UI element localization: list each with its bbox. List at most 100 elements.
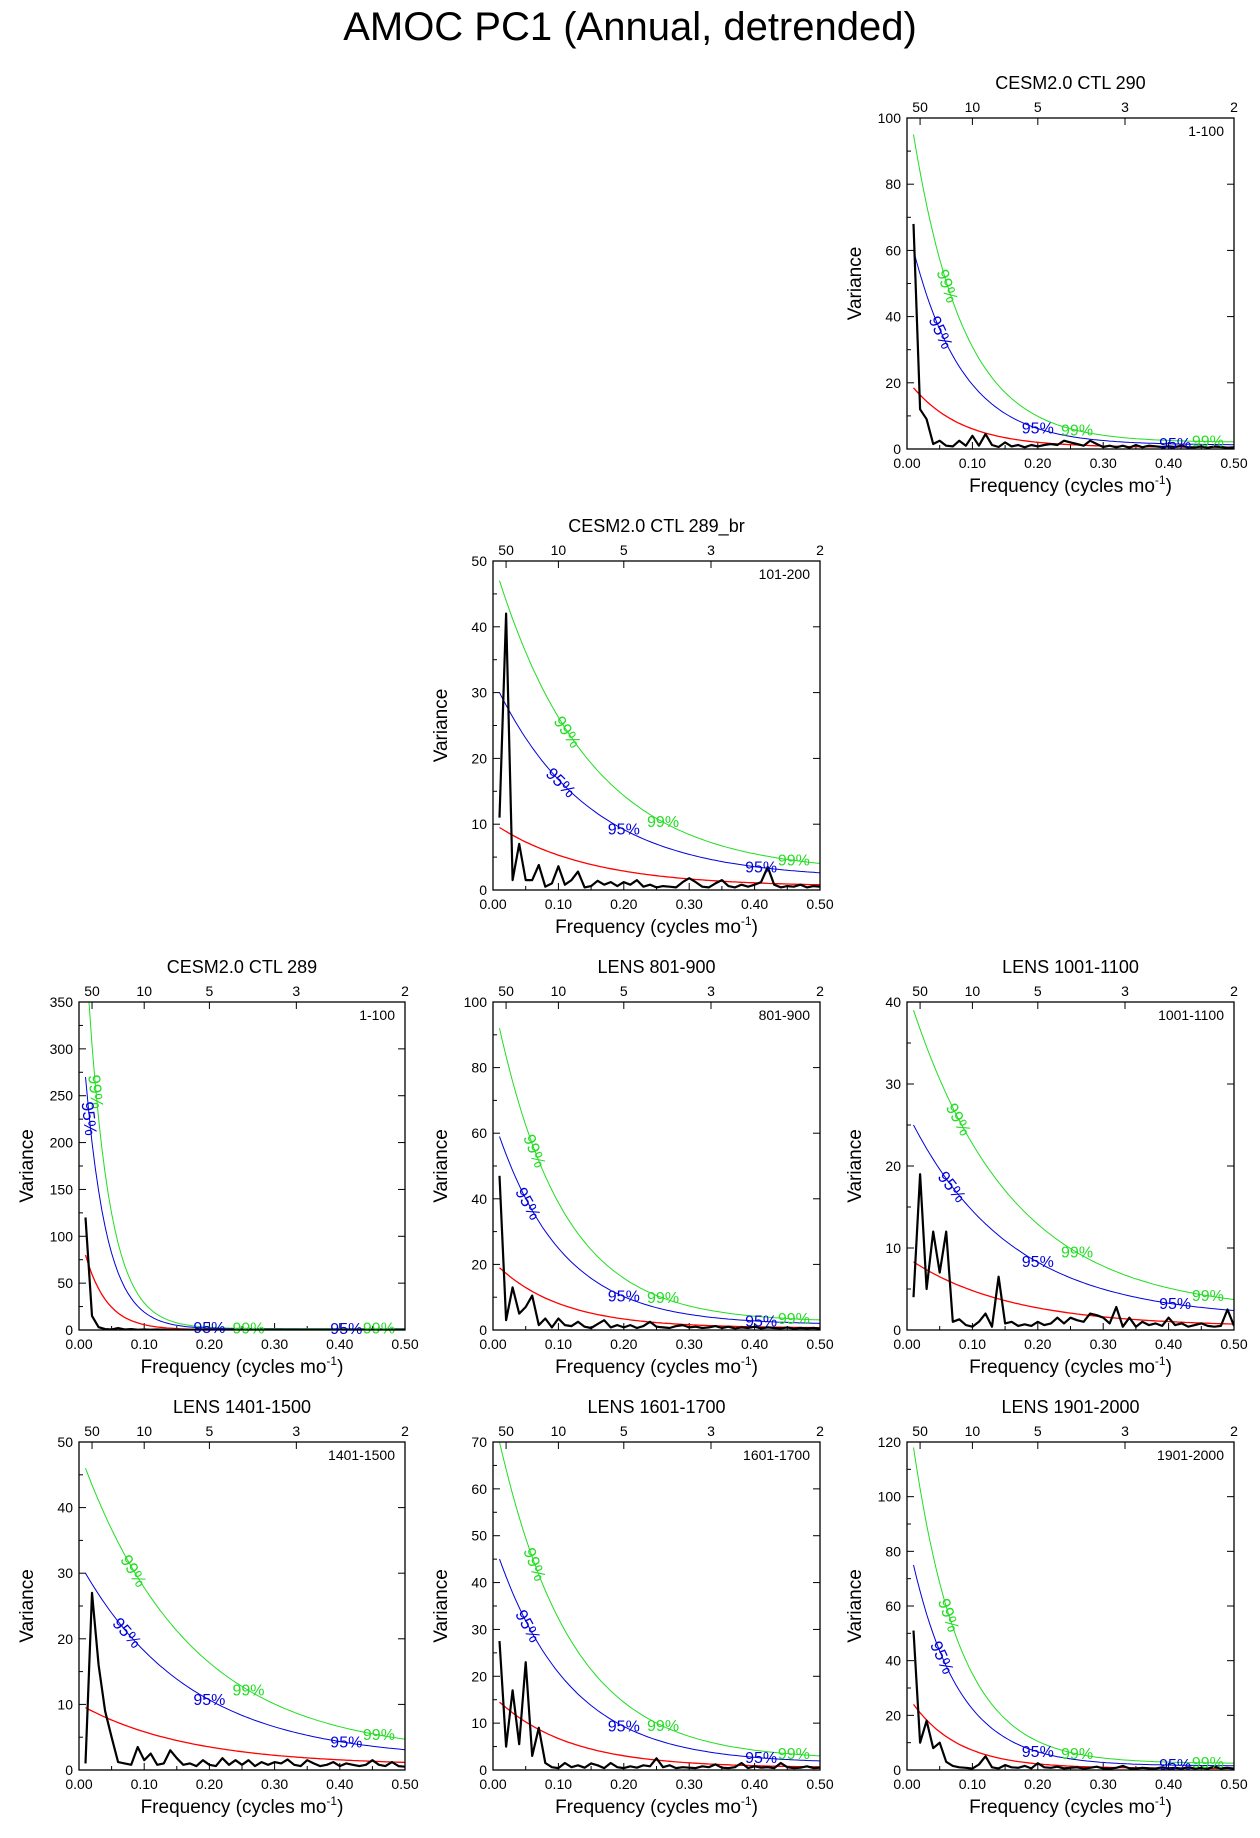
- period-label: 1-100: [359, 1007, 395, 1023]
- x-tick-label: 0.50: [806, 1776, 833, 1792]
- y-tick-label: 40: [471, 1575, 487, 1591]
- ci99-label-far: 99%: [1192, 1288, 1224, 1305]
- plot-frame: [492, 1441, 821, 1771]
- panel-title: LENS 1401-1500: [173, 1397, 311, 1417]
- top-tick-label: 5: [620, 983, 628, 999]
- y-tick-label: 100: [878, 110, 902, 126]
- panel-title: LENS 801-900: [597, 957, 715, 977]
- ci99-label-mid: 99%: [647, 1718, 679, 1735]
- y-tick-label: 60: [885, 242, 901, 258]
- y-tick-label: 40: [471, 1191, 487, 1207]
- ci99-label: 99%: [933, 267, 962, 305]
- top-tick-label: 5: [1034, 99, 1042, 115]
- y-tick-label: 0: [65, 1762, 73, 1778]
- y-tick-label: 80: [471, 1060, 487, 1076]
- x-axis-label-main: Frequency (cycles mo: [555, 917, 741, 938]
- x-tick-label: 0.20: [196, 1776, 223, 1792]
- y-axis-label: Variance: [431, 1129, 452, 1203]
- ci99-curve: [913, 134, 1234, 443]
- ci99-curve: [499, 1442, 820, 1757]
- top-tick-label: 50: [912, 983, 928, 999]
- ci99-label-mid: 99%: [233, 1682, 265, 1699]
- top-tick-label: 50: [84, 1423, 100, 1439]
- x-tick-label: 0.00: [893, 1776, 920, 1792]
- y-axis-label: Variance: [845, 247, 866, 321]
- spectrum-line: [912, 1173, 1234, 1328]
- x-tick-label: 0.50: [806, 896, 833, 912]
- plot-frame: [78, 1441, 406, 1771]
- x-tick-label: 0.30: [676, 896, 703, 912]
- y-tick-label: 0: [65, 1322, 73, 1338]
- y-tick-label: 50: [471, 1528, 487, 1544]
- y-tick-label: 20: [885, 1707, 901, 1723]
- curves: [498, 580, 820, 889]
- x-tick-label: 0.40: [741, 1776, 768, 1792]
- x-tick-label: 0.10: [959, 1776, 986, 1792]
- x-tick-label: 0.00: [65, 1776, 92, 1792]
- top-tick-label: 10: [965, 983, 981, 999]
- plot-frame: [906, 1001, 1235, 1331]
- panel-title: CESM2.0 CTL 289_br: [568, 516, 744, 537]
- y-tick-label: 20: [57, 1631, 73, 1647]
- x-tick-label: 0.40: [741, 896, 768, 912]
- spectrum-panel-6: LENS 1401-1500 1401-1500 0 10 20 30 40 50 0.00 0.…: [17, 1397, 419, 1818]
- x-axis-label-end: ): [1166, 1357, 1172, 1378]
- x-axis-label: Frequency (cycles mo-1): [969, 473, 1172, 497]
- ci95-label-far: 95%: [1159, 436, 1191, 453]
- y-tick-label: 30: [57, 1565, 73, 1581]
- y-tick-label: 40: [57, 1500, 73, 1516]
- ci99-label: 99%: [519, 1545, 549, 1584]
- y-tick-label: 10: [885, 1240, 901, 1256]
- ci95-label-mid: 95%: [608, 1718, 640, 1735]
- x-axis-label: Frequency (cycles mo-1): [141, 1354, 344, 1378]
- y-tick-label: 100: [878, 1489, 902, 1505]
- top-tick-label: 2: [1230, 99, 1238, 115]
- spectrum-panel-7: LENS 1601-1700 1601-1700 0 10 20 30 40 50 60 70 0.…: [431, 1397, 834, 1818]
- y-tick-label: 50: [57, 1434, 73, 1450]
- x-axis-label-main: Frequency (cycles mo: [141, 1357, 327, 1378]
- top-tick-label: 50: [84, 983, 100, 999]
- ci99-curve: [85, 1468, 405, 1740]
- x-tick-label: 0.10: [545, 896, 572, 912]
- ci95-curve: [85, 1572, 405, 1751]
- spectrum-line: [912, 1630, 1234, 1770]
- top-tick-label: 50: [498, 983, 514, 999]
- top-tick-label: 2: [401, 1423, 409, 1439]
- panel-title: LENS 1901-2000: [1001, 1397, 1139, 1417]
- y-tick-label: 60: [471, 1125, 487, 1141]
- x-axis-label-main: Frequency (cycles mo: [555, 1357, 741, 1378]
- y-tick-label: 300: [50, 1041, 74, 1057]
- ci95-curve: [913, 250, 1234, 446]
- ci95-label: 95%: [926, 1638, 958, 1677]
- top-tick-label: 3: [707, 542, 715, 558]
- ci99-label-mid: 99%: [647, 814, 679, 831]
- ci99-label-far: 99%: [778, 852, 810, 869]
- y-axis-label: Variance: [845, 1569, 866, 1643]
- x-tick-label: 0.20: [610, 1776, 637, 1792]
- period-label: 1401-1500: [328, 1447, 395, 1463]
- ci95-label-far: 95%: [1159, 1296, 1191, 1313]
- x-tick-label: 0.10: [545, 1776, 572, 1792]
- spectrum-line: [498, 1641, 820, 1770]
- top-tick-label: 50: [912, 1423, 928, 1439]
- spectrum-panel-8: LENS 1901-2000 1901-2000 0 20 40 60 80 100 120 0.…: [845, 1397, 1248, 1818]
- x-tick-label: 0.40: [326, 1336, 353, 1352]
- red-noise-curve: [85, 1707, 405, 1764]
- ci95-label-mid: 95%: [193, 1320, 225, 1337]
- plot-frame: [492, 1001, 821, 1331]
- period-label: 1901-2000: [1157, 1447, 1224, 1463]
- spectrum-line: [498, 1175, 820, 1330]
- ci99-label-far: 99%: [363, 1727, 395, 1744]
- y-tick-label: 100: [464, 994, 488, 1010]
- ci95-label: 95%: [511, 1184, 544, 1223]
- x-axis-label: Frequency (cycles mo-1): [969, 1354, 1172, 1378]
- y-tick-label: 50: [57, 1275, 73, 1291]
- top-tick-label: 3: [707, 983, 715, 999]
- spectrum-panel-1: CESM2.0 CTL 290 1-100 0 20 40 60 80 100 0.00 0.10…: [845, 73, 1248, 497]
- spectrum-panel-3: CESM2.0 CTL 2891-10005010015020025030035…: [17, 957, 419, 1378]
- ci95-curve: [499, 1558, 820, 1762]
- x-tick-label: 0.30: [676, 1336, 703, 1352]
- ci95-curve: [913, 1124, 1234, 1311]
- ci95-label: 95%: [934, 1168, 970, 1206]
- y-tick-label: 100: [50, 1228, 74, 1244]
